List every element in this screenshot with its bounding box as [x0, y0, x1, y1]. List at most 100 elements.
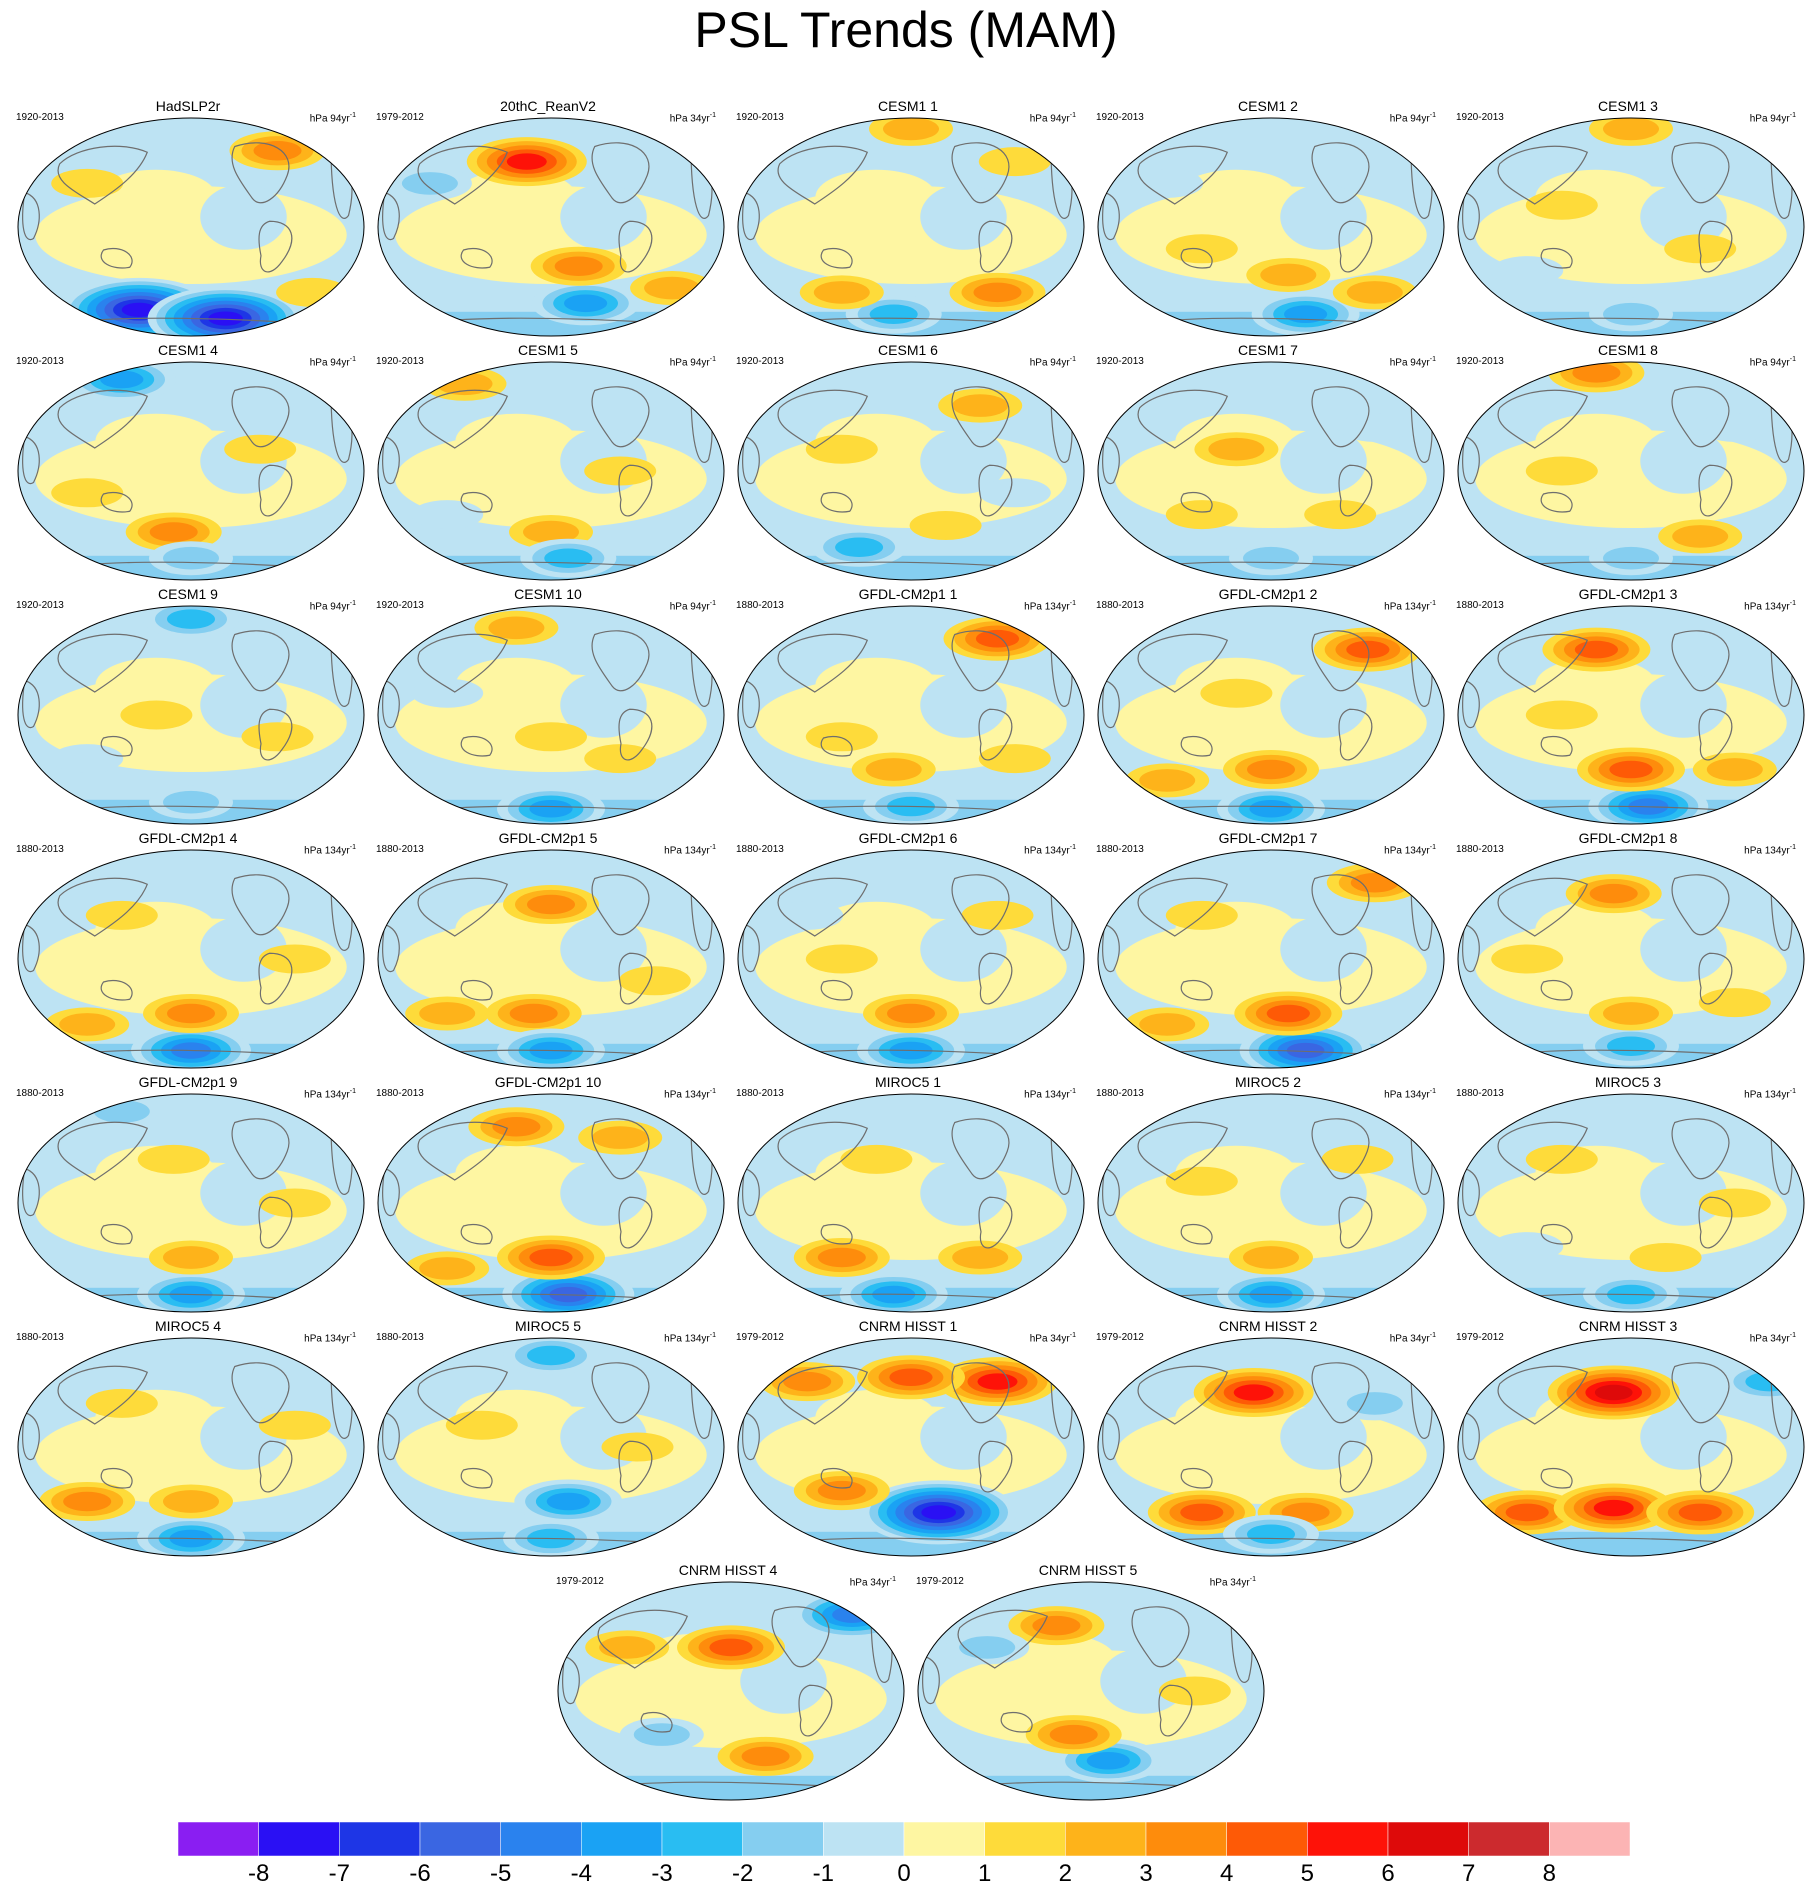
panel-unit-text: hPa 134yr: [1744, 1089, 1790, 1101]
map-svg: [1457, 117, 1805, 337]
coastline: [820, 736, 853, 757]
map-outline: [917, 1581, 1265, 1801]
polar-strip: [1458, 1531, 1804, 1556]
map-outline: [377, 361, 725, 581]
coastline: [258, 708, 293, 761]
map-outline: [17, 605, 365, 825]
map-svg: [17, 605, 365, 825]
colorbar-swatch: [1145, 1822, 1227, 1857]
trend-feature: [1593, 1499, 1634, 1517]
map-panel: GFDL-CM2p1 8 1880-2013 hPa 134yr-1: [1448, 830, 1808, 1070]
map-svg: [17, 1337, 365, 1557]
panel-period: 1880-2013: [1096, 1088, 1144, 1099]
map-outline: [1097, 849, 1445, 1069]
panel-unit: hPa 134yr-1: [304, 842, 356, 857]
map-svg: [1457, 1093, 1805, 1313]
subtropical-blob: [1535, 413, 1657, 469]
panel-unit-text: hPa 134yr: [1744, 845, 1790, 857]
trend-feature: [419, 1002, 476, 1025]
panel-unit: hPa 134yr-1: [304, 1086, 356, 1101]
unit-exponent: -1: [1789, 1332, 1796, 1339]
trend-feature: [1698, 988, 1771, 1018]
colorbar-swatch: [258, 1822, 340, 1857]
coastline: [820, 1468, 853, 1489]
trend-feature: [167, 609, 215, 629]
panel-title: CNRM HISST 5: [1038, 1562, 1138, 1578]
trend-feature: [1594, 1384, 1633, 1401]
map-panel: MIROC5 2 1880-2013 hPa 134yr-1: [1088, 1074, 1448, 1314]
trend-feature: [258, 944, 331, 974]
coastline: [1671, 874, 1730, 936]
map-panel: CESM1 3 1920-2013 hPa 94yr-1: [1448, 98, 1808, 338]
coastline: [100, 1224, 133, 1245]
coastline: [417, 389, 509, 449]
panel-title: GFDL-CM2p1 6: [858, 830, 958, 846]
panel-title: CESM1 9: [158, 586, 218, 602]
map-panel: CNRM HISST 2 1979-2012 hPa 34yr-1: [1088, 1318, 1448, 1558]
panel-title: HadSLP2r: [155, 98, 221, 114]
panel-unit: hPa 94yr-1: [1030, 354, 1076, 369]
coastline: [777, 877, 869, 937]
panel-unit: hPa 134yr-1: [1744, 1086, 1796, 1101]
map-svg: [737, 361, 1085, 581]
colorbar-swatch: [1549, 1822, 1630, 1857]
colorbar-tick-label: -6: [409, 1860, 431, 1887]
coastline: [922, 1655, 940, 1705]
trend-feature: [506, 153, 547, 170]
panel-period: 1920-2013: [1456, 112, 1504, 123]
panel-title: GFDL-CM2p1 4: [138, 830, 238, 846]
coastline: [1180, 1224, 1213, 1245]
trend-feature: [1706, 758, 1763, 781]
trend-feature: [509, 1003, 558, 1024]
coastline: [1102, 191, 1120, 241]
unit-exponent: -1: [1789, 356, 1796, 363]
colorbar-tick-label: 8: [1542, 1860, 1556, 1887]
coastline: [57, 145, 149, 205]
trend-feature: [978, 744, 1051, 774]
panel-title: GFDL-CM2p1 8: [1578, 830, 1678, 846]
panel-title: GFDL-CM2p1 1: [858, 586, 958, 602]
subtropical-blob: [95, 169, 217, 225]
subtropical-blob: [1535, 901, 1657, 957]
panel-unit-text: hPa 94yr: [1029, 357, 1070, 369]
coastline: [618, 708, 653, 761]
trend-feature: [163, 546, 219, 570]
panel-title: CESM1 3: [1598, 98, 1658, 114]
panel-title: GFDL-CM2p1 5: [498, 830, 598, 846]
colorbar-tick-label: 1: [977, 1860, 992, 1887]
coastline: [742, 1411, 760, 1461]
panel-period: 1880-2013: [376, 1332, 424, 1343]
panel-period: 1979-2012: [916, 1576, 964, 1587]
coastline: [618, 1440, 653, 1493]
map-outline: [737, 117, 1085, 337]
map-outline: [377, 1093, 725, 1313]
panel-title: CESM1 4: [158, 342, 218, 358]
trend-feature: [909, 511, 982, 540]
coastline: [820, 1224, 853, 1245]
coastline: [1671, 142, 1730, 204]
coastline: [460, 980, 493, 1001]
coastline: [1102, 435, 1120, 485]
map-svg: [1097, 1337, 1445, 1557]
trend-feature: [564, 294, 608, 313]
map-panel: CESM1 8 1920-2013 hPa 94yr-1: [1448, 342, 1808, 582]
coastline: [382, 679, 400, 729]
trend-feature: [276, 277, 349, 307]
colorbar-swatch: [1387, 1822, 1469, 1857]
coastline: [1338, 1196, 1373, 1249]
coastline: [978, 1440, 1013, 1493]
coastline: [1180, 1468, 1213, 1489]
colorbar-swatch: [178, 1822, 259, 1857]
map-outline: [1457, 1337, 1805, 1557]
coastline: [1311, 142, 1370, 204]
trend-feature: [1165, 1166, 1238, 1196]
map-panel: CNRM HISST 4 1979-2012 hPa 34yr-1: [548, 1562, 908, 1802]
panel-period: 1979-2012: [1456, 1332, 1504, 1343]
trend-feature: [253, 140, 302, 161]
coastline: [1137, 633, 1229, 693]
colorbar-tick-label: 2: [1058, 1860, 1072, 1887]
coastline: [562, 1655, 580, 1705]
trend-feature: [492, 1116, 541, 1137]
midlat-blob: [1280, 184, 1367, 250]
coastline: [57, 633, 149, 693]
